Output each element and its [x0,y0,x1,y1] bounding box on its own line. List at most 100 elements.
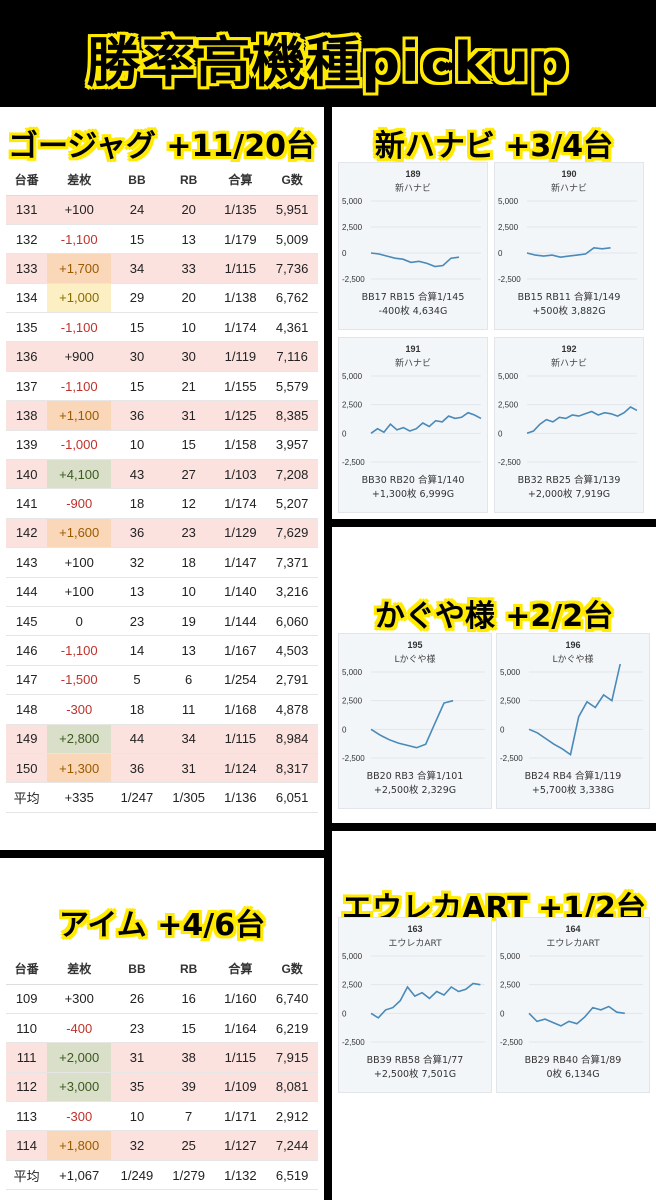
column-header: 差枚 [47,954,112,985]
cell-g: 5,579 [266,371,318,402]
cell-bb: 36 [111,518,163,549]
y-tick-label: 2,500 [342,697,363,706]
y-tick-label: 2,500 [498,223,519,232]
y-tick-label: -2,500 [500,1038,523,1047]
table-row: 145 0 23 19 1/144 6,060 [6,606,318,637]
y-tick-label: 0 [342,429,347,438]
cell-diff: +335 [47,782,112,813]
cell-bb: 15 [111,371,163,402]
series-line [528,663,621,756]
cell-g: 7,629 [266,518,318,549]
cell-total: 1/179 [214,224,267,255]
result-summary: +2,000枚 7,919G [527,489,611,500]
y-tick-label: -2,500 [342,275,365,284]
cell-rb: 30 [162,341,215,372]
cell-total: 1/135 [214,195,267,225]
cell-bb: 26 [111,984,163,1014]
cell-rb: 12 [162,488,215,519]
cell-bb: 23 [111,1013,163,1044]
table-row: 110 -400 23 15 1/164 6,219 [6,1013,318,1044]
cell-g: 8,081 [266,1072,318,1103]
cell-total: 1/164 [214,1013,267,1044]
cell-bb: 31 [111,1042,163,1073]
cell-bb: 43 [111,459,163,490]
table-row: 143 +100 32 18 1/147 7,371 [6,547,318,578]
table-row: 141 -900 18 12 1/174 5,207 [6,488,318,519]
cell-total: 1/115 [214,1042,267,1073]
cell-bb: 18 [111,694,163,725]
machine-number: 163 [407,924,423,934]
table-row: 112 +3,000 35 39 1/109 8,081 [6,1072,318,1103]
cell-rb: 18 [162,547,215,578]
table-row: 109 +300 26 16 1/160 6,740 [6,984,318,1014]
slump-graph: 5,000 2,500 0 -2,500 [498,197,637,284]
y-tick-label: 0 [342,725,347,734]
cell-total: 1/136 [214,782,267,813]
table-row: 137 -1,100 15 21 1/155 5,579 [6,371,318,402]
cell-rb: 31 [162,400,215,431]
y-tick-label: 0 [498,249,503,258]
main-title: 勝率高機種pickup [86,31,570,94]
machine-chart-card[interactable]: 192 新ハナビ 5,000 2,500 0 -2,500 BB32 RB25 合算1/13… [494,337,644,513]
machine-chart-card[interactable]: 163 エウレカART 5,000 2,500 0 -2,500 BB39 RB58 合算1… [338,917,492,1093]
y-tick-label: 0 [342,249,347,258]
machine-chart-card[interactable]: 164 エウレカART 5,000 2,500 0 -2,500 BB29 RB40 合算1… [496,917,650,1093]
y-tick-label: 5,000 [342,668,363,677]
y-tick-label: -2,500 [342,458,365,467]
cell-rb: 31 [162,753,215,784]
cell-diff: 0 [47,606,112,637]
y-tick-label: 5,000 [342,952,363,961]
bonus-summary: BB20 RB3 合算1/101 [366,771,464,782]
cell-diff: +300 [47,984,112,1014]
cell-g: 7,116 [266,341,318,372]
cell-g: 6,060 [266,606,318,637]
table-row: 144 +100 13 10 1/140 3,216 [6,577,318,607]
cell-bb: 34 [111,253,163,284]
table-row: 114 +1,800 32 25 1/127 7,244 [6,1130,318,1161]
cell-no: 114 [6,1130,48,1161]
cell-total: 1/103 [214,459,267,490]
cell-diff: -400 [47,1013,112,1044]
series-line [370,982,481,1019]
cell-rb: 15 [162,1013,215,1044]
machine-chart-card[interactable]: 191 新ハナビ 5,000 2,500 0 -2,500 BB30 RB20 合算1/14… [338,337,488,513]
cell-rb: 34 [162,724,215,754]
machine-name: 新ハナビ [550,359,587,369]
machine-chart-card[interactable]: 190 新ハナビ 5,000 2,500 0 -2,500 BB15 RB11 合算1/14… [494,162,644,330]
slump-graph: 5,000 2,500 0 -2,500 [342,668,485,763]
cell-total: 1/138 [214,283,267,314]
cell-diff: +4,100 [47,459,112,490]
y-tick-label: 5,000 [500,952,521,961]
cell-no: 148 [6,694,48,725]
cell-no: 144 [6,577,48,607]
result-summary: +1,300枚 6,999G [371,489,455,500]
bonus-summary: BB30 RB20 合算1/140 [361,475,465,486]
cell-rb: 23 [162,518,215,549]
machine-chart-card[interactable]: 195 Lかぐや様 5,000 2,500 0 -2,500 BB20 RB3 合算1/10… [338,633,492,809]
bonus-summary: BB32 RB25 合算1/139 [517,475,621,486]
table-row: 133 +1,700 34 33 1/115 7,736 [6,253,318,284]
cell-bb: 15 [111,312,163,343]
cell-diff: +1,700 [47,253,112,284]
machine-name: エウレカART [546,939,600,949]
cell-diff: +1,300 [47,753,112,784]
cell-total: 1/171 [214,1101,267,1132]
cell-diff: +100 [47,195,112,225]
slump-graph: 5,000 2,500 0 -2,500 [498,372,638,467]
y-tick-label: 5,000 [498,372,519,381]
machine-chart-card[interactable]: 189 新ハナビ 5,000 2,500 0 -2,500 BB17 RB15 合算1/14… [338,162,488,330]
cell-total: 1/109 [214,1072,267,1103]
cell-total: 1/144 [214,606,267,637]
cell-no: 131 [6,195,48,225]
cell-no: 143 [6,547,48,578]
cell-total: 1/140 [214,577,267,607]
cell-no: 110 [6,1013,48,1044]
result-summary: -400枚 4,634G [378,306,448,317]
cell-rb: 10 [162,577,215,607]
y-tick-label: 2,500 [500,697,521,706]
cell-g: 8,385 [266,400,318,431]
machine-chart-card[interactable]: 196 Lかぐや様 5,000 2,500 0 -2,500 BB24 RB4 合算1/11… [496,633,650,809]
result-summary: +5,700枚 3,338G [531,785,615,796]
gojag-panel: ゴージャグ +11/20台 台番 差枚 BB RB 合算 G数 131 +100 24 20 1/1… [0,107,324,850]
table-row: 149 +2,800 44 34 1/115 8,984 [6,724,318,754]
